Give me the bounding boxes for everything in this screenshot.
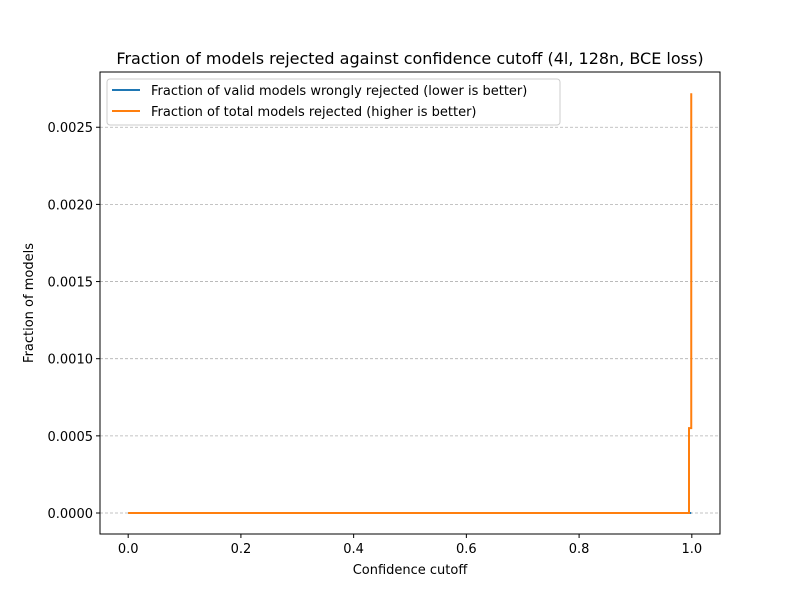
legend-label-valid-rejected: Fraction of valid models wrongly rejecte…	[151, 84, 527, 99]
x-tick-label: 0.8	[569, 542, 590, 557]
x-axis-title: Confidence cutoff	[353, 563, 469, 578]
chart-title: Fraction of models rejected against conf…	[116, 49, 703, 68]
y-tick-label: 0.0000	[48, 507, 94, 522]
legend-label-total-rejected: Fraction of total models rejected (highe…	[151, 105, 477, 120]
series-line-total-rejected	[128, 93, 693, 515]
y-tick-label: 0.0005	[48, 430, 94, 445]
legend: Fraction of valid models wrongly rejecte…	[106, 78, 561, 126]
y-tick-label: 0.0010	[48, 353, 94, 368]
x-axis-ticks: 0.0 0.2 0.4 0.6 0.8 1.0	[118, 534, 702, 557]
plot-frame	[99, 71, 721, 535]
x-tick-label: 0.4	[343, 542, 364, 557]
x-tick-label: 1.0	[681, 542, 702, 557]
x-tick-label: 0.6	[456, 542, 477, 557]
legend-box	[106, 78, 561, 126]
y-tick-label: 0.0025	[48, 121, 94, 136]
x-tick-label: 0.0	[118, 542, 139, 557]
y-tick-label: 0.0020	[48, 198, 94, 213]
y-axis-title: Fraction of models	[22, 243, 37, 363]
y-axis-ticks: 0.0000 0.0005 0.0010 0.0015 0.0020 0.0025	[48, 121, 100, 522]
y-tick-label: 0.0015	[48, 276, 94, 291]
x-tick-label: 0.2	[231, 542, 252, 557]
series-lines	[128, 93, 693, 515]
